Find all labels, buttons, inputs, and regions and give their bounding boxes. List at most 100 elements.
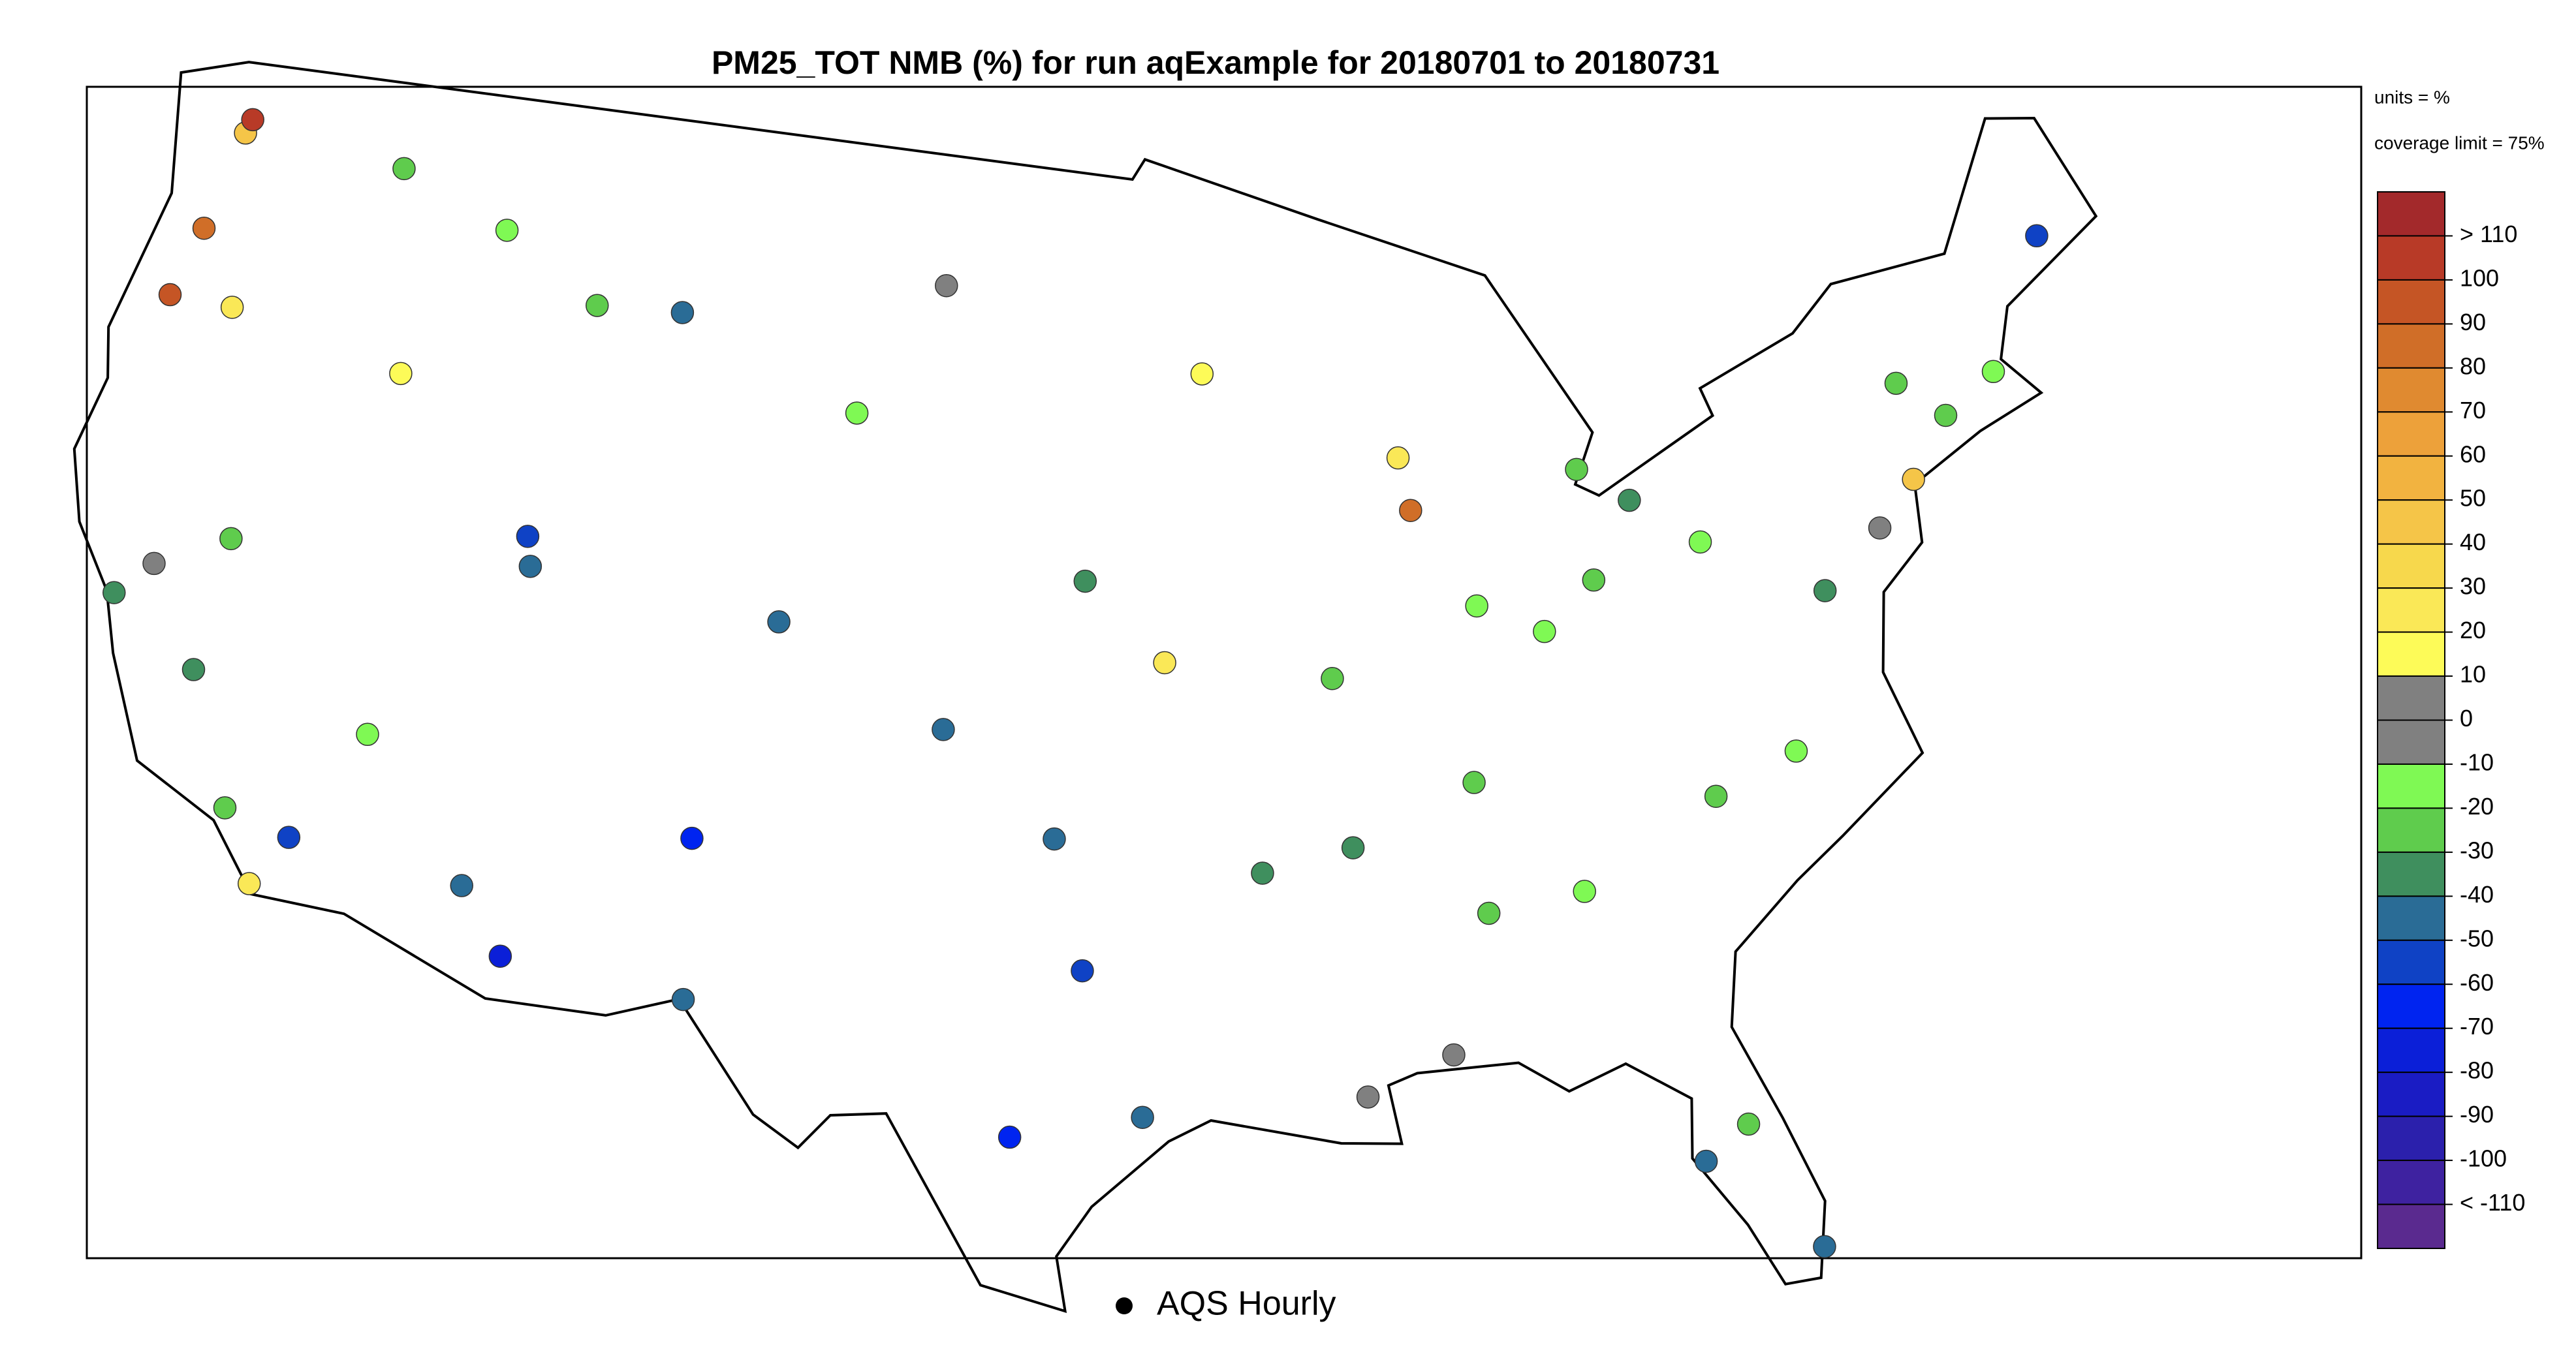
colorbar-label: -20: [2460, 793, 2494, 820]
site-marker: [1442, 1043, 1466, 1067]
site-marker: [356, 722, 379, 747]
site-marker: [181, 658, 206, 681]
site-marker: [1341, 836, 1365, 859]
site-marker: [680, 826, 704, 850]
colorbar-label: -10: [2460, 749, 2494, 775]
colorbar-bin: [2377, 191, 2445, 237]
site-marker: [450, 874, 473, 897]
colorbar-label: -100: [2460, 1145, 2507, 1172]
site-marker: [671, 987, 695, 1012]
colorbar-label: 100: [2460, 264, 2499, 291]
colorbar-bin: [2377, 587, 2445, 633]
site-marker: [495, 219, 519, 242]
colorbar-bin: [2377, 323, 2445, 369]
site-marker: [1736, 1112, 1761, 1136]
site-marker: [1902, 467, 1925, 491]
colorbar-label: -60: [2460, 969, 2494, 996]
site-marker: [1321, 666, 1344, 690]
site-marker: [488, 944, 512, 968]
site-marker: [1533, 619, 1556, 643]
colorbar-label: -80: [2460, 1057, 2494, 1084]
site-marker: [142, 551, 166, 576]
site-marker: [1190, 362, 1214, 386]
site-marker: [1153, 651, 1176, 675]
colorbar-label: > 110: [2460, 221, 2517, 247]
site-marker: [158, 283, 182, 307]
colorbar-label: 90: [2460, 309, 2486, 335]
site-marker: [1813, 579, 1837, 602]
colorbar-bin: [2377, 499, 2445, 545]
site-marker: [220, 296, 244, 319]
site-marker: [1694, 1149, 1718, 1173]
colorbar-bin: [2377, 1072, 2445, 1117]
colorbar-label: 0: [2460, 705, 2473, 732]
legend-symbol: [1116, 1297, 1133, 1314]
colorbar-label: 20: [2460, 617, 2486, 643]
site-marker: [389, 362, 413, 386]
colorbar-bin: [2377, 411, 2445, 457]
colorbar-bin: [2377, 983, 2445, 1029]
colorbar-bin: [2377, 631, 2445, 677]
colorbar-bin: [2377, 543, 2445, 589]
colorbar-bin: [2377, 719, 2445, 765]
site-marker: [1465, 594, 1488, 618]
site-marker: [1356, 1085, 1380, 1109]
site-marker: [237, 872, 261, 895]
site-marker: [670, 301, 695, 324]
legend-label: AQS Hourly: [1157, 1285, 1336, 1323]
colorbar-bin: [2377, 807, 2445, 853]
site-marker: [518, 555, 542, 578]
colorbar-label: -70: [2460, 1013, 2494, 1040]
us-outline: [72, 61, 2098, 1313]
map-title: PM25_TOT NMB (%) for run aqExample for 2…: [712, 44, 1720, 81]
site-marker: [1868, 516, 1892, 540]
site-marker: [1477, 901, 1501, 925]
colorbar-bin: [2377, 279, 2445, 325]
site-marker: [516, 525, 540, 548]
site-marker: [932, 718, 955, 741]
site-marker: [2025, 224, 2049, 248]
colorbar-label: < -110: [2460, 1189, 2525, 1216]
site-marker: [997, 1125, 1022, 1149]
site-marker: [1131, 1105, 1154, 1129]
site-marker: [241, 108, 264, 132]
site-marker: [213, 796, 237, 820]
site-marker: [1618, 488, 1641, 512]
land: [72, 61, 2098, 1313]
site-marker: [1813, 1235, 1836, 1258]
colorbar-bin: [2377, 895, 2445, 941]
site-marker: [1934, 403, 1958, 427]
colorbar-label: 30: [2460, 573, 2486, 600]
colorbar-label: -30: [2460, 837, 2494, 863]
site-marker: [1071, 959, 1094, 983]
site-marker: [1399, 499, 1422, 522]
site-marker: [1884, 371, 1908, 395]
site-marker: [1386, 446, 1410, 470]
site-marker: [585, 294, 609, 317]
colorbar-bin: [2377, 939, 2445, 985]
site-marker: [102, 581, 126, 604]
colorbar-bin: [2377, 675, 2445, 721]
colorbar-label: -50: [2460, 925, 2494, 951]
site-marker: [277, 826, 301, 849]
colorbar-label: 50: [2460, 485, 2486, 512]
site-marker: [845, 401, 869, 425]
colorbar-bin: [2377, 851, 2445, 897]
colorbar-label: 40: [2460, 529, 2486, 555]
coverage-note: coverage limit = 75%: [2374, 132, 2545, 153]
site-marker: [219, 527, 243, 551]
site-marker: [1073, 569, 1097, 593]
site-marker: [1704, 784, 1728, 808]
site-marker: [1688, 530, 1712, 554]
site-marker: [767, 610, 791, 634]
colorbar-label: -90: [2460, 1101, 2494, 1128]
colorbar-bin: [2377, 1115, 2445, 1162]
site-marker: [1043, 827, 1066, 851]
colorbar: > 1101009080706050403020100-10-20-30-40-…: [2377, 191, 2525, 1249]
colorbar-bin: [2377, 1160, 2445, 1205]
plot-border: [86, 85, 2363, 1260]
colorbar-bin: [2377, 367, 2445, 413]
colorbar-bin: [2377, 1203, 2445, 1249]
